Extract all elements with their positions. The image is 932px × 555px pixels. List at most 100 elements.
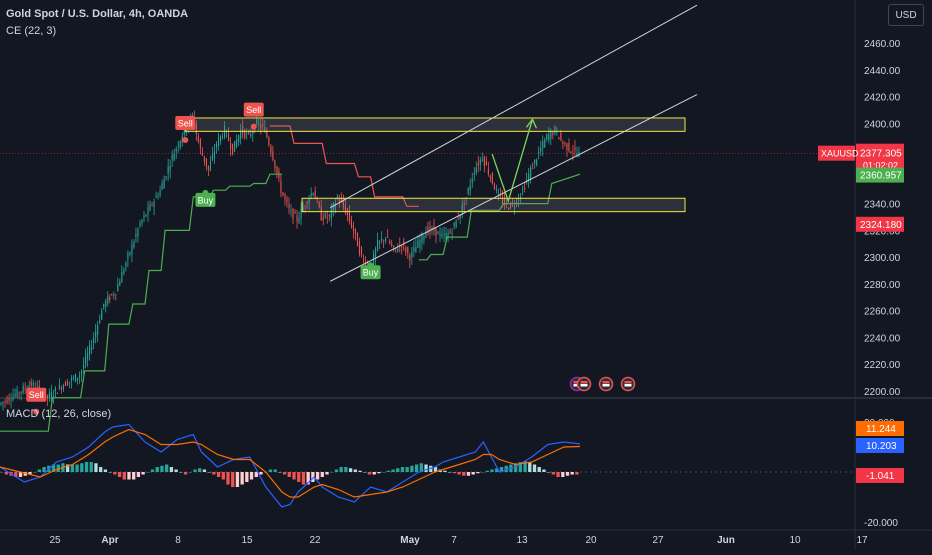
candle-body xyxy=(264,127,266,132)
histogram-bar xyxy=(528,462,532,472)
channel-trendline[interactable] xyxy=(330,94,698,282)
candle-body xyxy=(10,400,12,402)
candle-body xyxy=(125,262,127,267)
buy-signal[interactable]: Buy xyxy=(360,262,381,280)
candle-body xyxy=(276,166,278,174)
price-axis-tick: 2280.00 xyxy=(864,280,901,291)
candle-body xyxy=(330,208,332,219)
candle xyxy=(487,161,489,177)
candle xyxy=(91,339,93,355)
candle-body xyxy=(207,165,209,170)
candle xyxy=(413,240,415,258)
candle-body xyxy=(564,142,566,144)
candle xyxy=(469,178,471,196)
candle xyxy=(439,227,441,242)
candle xyxy=(230,136,232,156)
candle xyxy=(105,298,107,313)
macd-label[interactable]: MACD (12, 26, close) xyxy=(6,408,112,420)
candle-body xyxy=(244,130,246,138)
candle-body xyxy=(217,137,220,147)
candle xyxy=(272,145,274,162)
candle-body xyxy=(133,241,135,248)
supply-demand-zone[interactable] xyxy=(301,197,686,213)
sell-signal[interactable]: Sell xyxy=(175,115,196,143)
histogram-bar xyxy=(570,472,574,475)
candle-body xyxy=(18,392,20,394)
candle xyxy=(568,138,570,153)
candle-body xyxy=(509,202,512,208)
candle-body xyxy=(101,310,103,320)
candle-body xyxy=(169,166,171,171)
channel-trendline[interactable] xyxy=(330,4,698,209)
candle xyxy=(566,142,568,158)
buy-signal[interactable]: Buy xyxy=(195,189,216,207)
candle xyxy=(356,232,359,247)
candle xyxy=(133,239,135,250)
candle-body xyxy=(417,240,419,248)
candle-body xyxy=(558,137,560,140)
candle xyxy=(2,401,4,411)
candle-body xyxy=(87,352,89,360)
candle-body xyxy=(240,129,242,139)
histogram-bar xyxy=(127,472,131,480)
histogram-bar xyxy=(169,467,174,472)
candle-body xyxy=(147,206,149,215)
candle-body xyxy=(461,204,463,214)
histogram-bar xyxy=(518,462,522,472)
candle xyxy=(433,218,435,236)
candle xyxy=(87,346,89,367)
candle xyxy=(76,377,79,385)
candle xyxy=(437,230,439,235)
signal-badge xyxy=(175,115,196,130)
candle xyxy=(107,291,109,307)
candle xyxy=(115,293,117,301)
time-axis-tick: Apr xyxy=(101,535,118,546)
candle xyxy=(358,237,361,257)
candle-body xyxy=(115,294,117,296)
candle-body xyxy=(171,154,173,160)
candle-body xyxy=(344,206,346,213)
candle xyxy=(85,348,87,369)
candle-body xyxy=(520,196,522,198)
candle-body xyxy=(328,214,330,216)
candle-body xyxy=(387,236,389,238)
candle-body xyxy=(258,123,260,125)
economic-event-icon[interactable] xyxy=(576,376,592,392)
candle-body xyxy=(318,202,320,208)
candle-body xyxy=(459,214,461,219)
histogram-bar xyxy=(4,472,9,475)
histogram-bar xyxy=(499,467,504,472)
candle xyxy=(409,252,411,268)
candle xyxy=(427,221,429,236)
candle-body xyxy=(540,148,542,152)
histogram-bar xyxy=(353,469,357,472)
candle-body xyxy=(248,131,250,134)
bar-countdown: 01:02:02 xyxy=(863,161,898,171)
candle xyxy=(228,127,230,142)
candle-body xyxy=(292,208,294,219)
sell-signal[interactable]: Sell xyxy=(243,102,264,130)
economic-event-icon[interactable] xyxy=(598,376,614,392)
histogram-bar xyxy=(0,472,4,473)
sell-signal[interactable]: Sell xyxy=(26,387,47,415)
indicator-label[interactable]: CE (22, 3) xyxy=(6,25,57,37)
candle-body xyxy=(358,241,361,255)
currency-button[interactable]: USD xyxy=(888,4,924,26)
candle-body xyxy=(425,231,427,238)
candle xyxy=(20,391,22,401)
projection-arrow[interactable] xyxy=(491,119,534,204)
candle xyxy=(276,165,278,179)
candle xyxy=(103,303,105,311)
candle xyxy=(6,395,8,405)
candle xyxy=(163,175,165,189)
candle xyxy=(471,172,473,188)
candle-body xyxy=(411,251,413,258)
economic-event-icon[interactable] xyxy=(620,376,636,392)
candle-body xyxy=(20,391,22,394)
candle-body xyxy=(197,136,199,142)
supply-demand-zone[interactable] xyxy=(184,117,686,132)
histogram-bar xyxy=(292,472,296,480)
candle-body xyxy=(419,239,421,248)
signal-badge xyxy=(243,102,264,117)
